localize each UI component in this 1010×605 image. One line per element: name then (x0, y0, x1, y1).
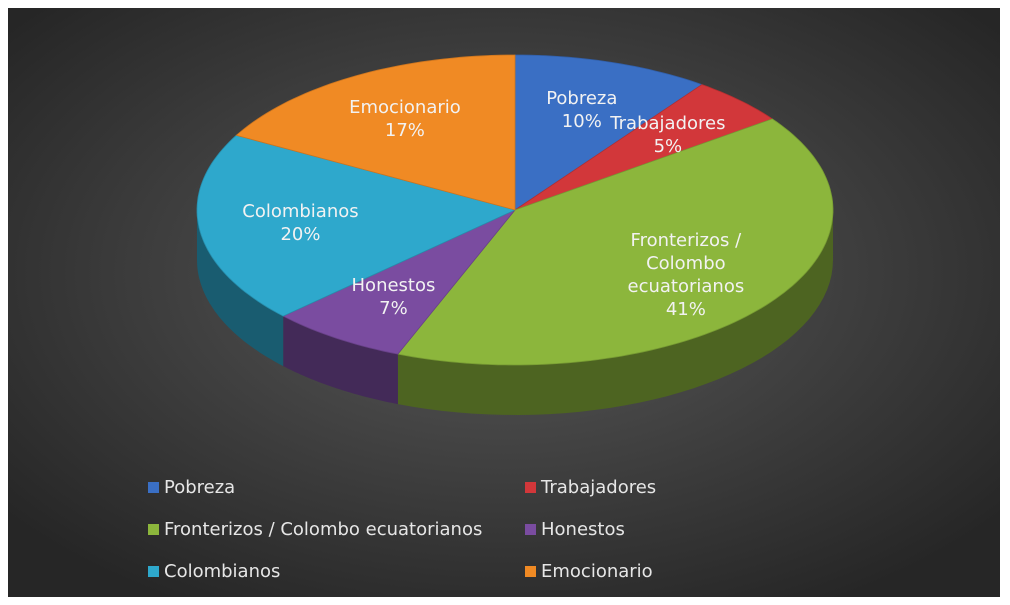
legend-label: Emocionario (541, 561, 653, 582)
pie-slice (282, 209, 516, 355)
data-label-value: 7% (379, 298, 408, 320)
legend-item: Pobreza (148, 478, 235, 498)
pie-slice (514, 84, 774, 211)
data-label: Emocionario 17% (330, 96, 480, 142)
legend-swatch (148, 566, 159, 577)
legend-label: Fronterizos / Colombo ecuatorianos (164, 519, 483, 540)
data-label: Pobreza 10% (507, 87, 657, 133)
legend-label: Honestos (541, 519, 625, 540)
legend-item: Colombianos (148, 562, 280, 582)
data-label-name: Fronterizos / Colombo ecuatorianos (627, 229, 745, 297)
pie-slice-side (283, 316, 398, 405)
pie-slice (235, 54, 516, 211)
legend-label: Trabajadores (541, 477, 657, 498)
pie-slice (514, 54, 703, 211)
data-label-name: Honestos (351, 275, 436, 297)
legend-label: Pobreza (164, 477, 236, 498)
legend-swatch (148, 524, 159, 535)
data-label-value: 41% (665, 298, 706, 320)
legend-swatch (525, 524, 536, 535)
data-label-value: 17% (384, 120, 425, 142)
data-label: Colombianos 20% (225, 200, 375, 246)
data-label-name: Pobreza (546, 87, 618, 109)
data-label-name: Trabajadores (610, 113, 726, 135)
legend-label: Colombianos (164, 561, 281, 582)
legend-item: Honestos (525, 520, 625, 540)
legend-item: Trabajadores (525, 478, 656, 498)
data-label-value: 5% (653, 136, 683, 158)
data-label: Honestos 7% (318, 274, 468, 320)
legend-item: Emocionario (525, 562, 653, 582)
data-label-value: 20% (280, 224, 321, 246)
legend-swatch (525, 482, 536, 493)
data-label-name: Colombianos (242, 201, 359, 223)
pie-slice (196, 134, 517, 317)
legend-swatch (148, 482, 159, 493)
pie-slice-side (397, 210, 833, 415)
legend-swatch (525, 566, 536, 577)
data-label: Fronterizos / Colombo ecuatorianos 41% (611, 229, 761, 321)
data-label: Trabajadores 5% (593, 112, 743, 158)
pie-slice (397, 118, 834, 366)
data-label-value: 10% (561, 110, 602, 132)
legend-item: Fronterizos / Colombo ecuatorianos (148, 520, 482, 540)
data-label-name: Emocionario (349, 97, 461, 119)
